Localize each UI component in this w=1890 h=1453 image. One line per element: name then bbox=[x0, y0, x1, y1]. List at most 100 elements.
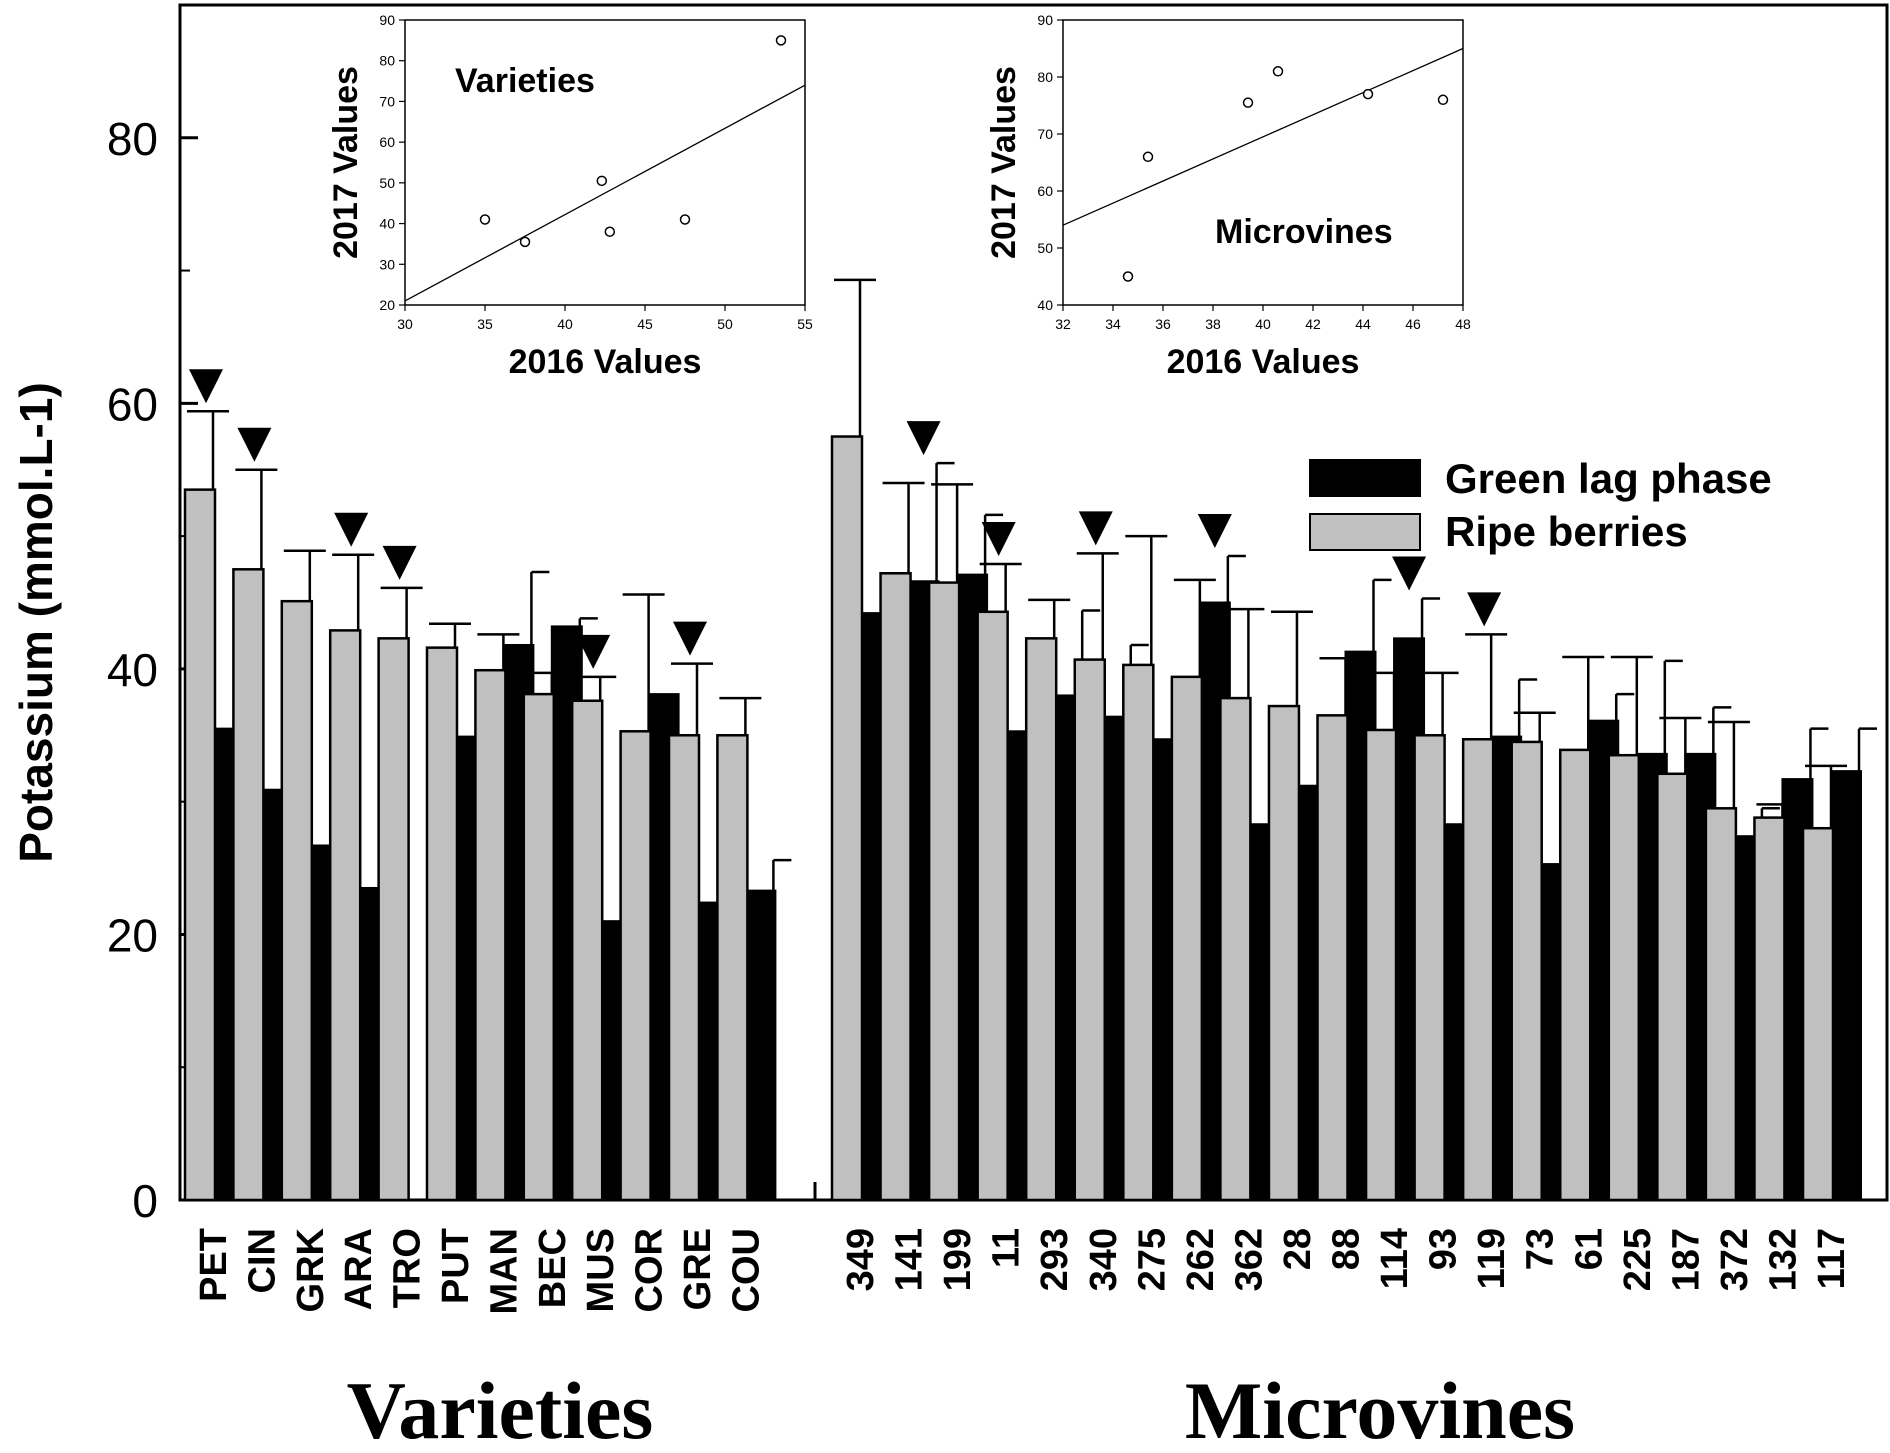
inset-x-tick-label: 55 bbox=[797, 316, 813, 332]
inset-x-tick-label: 45 bbox=[637, 316, 653, 332]
category-label: 187 bbox=[1665, 1228, 1707, 1291]
ripe-berries-bar bbox=[328, 629, 362, 1202]
inset-x-tick-label: 48 bbox=[1455, 316, 1471, 332]
inset-x-tick-label: 46 bbox=[1405, 316, 1421, 332]
inset-x-tick-label: 40 bbox=[1255, 316, 1271, 332]
ripe-berries-bar bbox=[280, 599, 314, 1202]
inset-x-tick-label: 35 bbox=[477, 316, 493, 332]
ripe-berries-bar bbox=[1267, 704, 1301, 1202]
significance-marker bbox=[673, 621, 707, 656]
category-label: GRE bbox=[677, 1228, 719, 1310]
category-label: 275 bbox=[1131, 1228, 1173, 1291]
y-tick-label: 0 bbox=[132, 1175, 158, 1227]
inset-data-point bbox=[1242, 97, 1254, 108]
category-label: 61 bbox=[1568, 1228, 1610, 1270]
significance-marker bbox=[189, 369, 223, 404]
ripe-berries-bar bbox=[183, 488, 217, 1202]
ripe-berries-bar bbox=[522, 692, 556, 1202]
legend-swatch-ripe bbox=[1309, 513, 1421, 551]
ripe-berries-bar bbox=[1559, 748, 1592, 1202]
category-label: 372 bbox=[1714, 1228, 1756, 1291]
ripe-berries-bar bbox=[879, 572, 912, 1202]
ripe-berries-bar bbox=[1073, 658, 1106, 1202]
ripe-berries-bar bbox=[1753, 816, 1786, 1202]
inset-data-point bbox=[1142, 151, 1154, 163]
significance-marker bbox=[1078, 511, 1113, 546]
category-label: 141 bbox=[889, 1228, 931, 1291]
y-tick-label: 20 bbox=[107, 909, 158, 961]
inset-fit-line bbox=[1062, 47, 1464, 226]
ripe-berries-bar bbox=[667, 734, 701, 1202]
category-label: BEC bbox=[532, 1228, 574, 1308]
category-label: 11 bbox=[986, 1228, 1028, 1268]
ripe-berries-bar bbox=[1607, 753, 1641, 1202]
inset-x-axis-label: 2016 Values bbox=[1167, 343, 1360, 381]
inset-x-tick-label: 44 bbox=[1355, 316, 1371, 332]
ripe-berries-bar bbox=[976, 610, 1009, 1202]
inset-y-tick-label: 70 bbox=[1037, 126, 1053, 142]
y-tick-label: 60 bbox=[107, 378, 158, 430]
inset-data-point bbox=[596, 175, 608, 187]
category-label: CIN bbox=[241, 1228, 283, 1293]
inset-data-point bbox=[519, 236, 531, 248]
green-lag-bar bbox=[744, 889, 777, 1202]
inset-frame bbox=[1062, 19, 1464, 306]
green-lag-bar bbox=[1830, 770, 1862, 1202]
inset-panel-label: Microvines bbox=[1215, 213, 1393, 251]
inset-x-tick-label: 32 bbox=[1055, 316, 1071, 332]
inset-data-point bbox=[1272, 66, 1284, 77]
ripe-berries-bar bbox=[1364, 728, 1398, 1202]
inset-y-tick-label: 90 bbox=[379, 12, 395, 28]
inset-data-point bbox=[679, 214, 691, 225]
significance-marker bbox=[906, 421, 941, 456]
category-label: COU bbox=[725, 1228, 767, 1312]
ripe-berries-bar bbox=[619, 730, 652, 1202]
legend-label-green-lag: Green lag phase bbox=[1445, 455, 1772, 502]
legend-label-ripe: Ripe berries bbox=[1445, 508, 1688, 555]
y-tick-label: 80 bbox=[107, 113, 158, 165]
category-label: 119 bbox=[1471, 1228, 1513, 1289]
inset-data-point bbox=[479, 214, 491, 225]
inset-data-point bbox=[1437, 94, 1449, 106]
category-label: MUS bbox=[580, 1228, 622, 1312]
inset-data-point bbox=[1362, 88, 1374, 100]
inset-panel-label: Varieties bbox=[455, 62, 595, 100]
inset-x-axis-label: 2016 Values bbox=[509, 343, 702, 381]
ripe-berries-bar bbox=[1122, 663, 1155, 1202]
significance-marker bbox=[1197, 514, 1232, 549]
inset-x-tick-label: 34 bbox=[1105, 316, 1121, 332]
ripe-berries-bar bbox=[1170, 675, 1204, 1202]
inset-y-tick-label: 60 bbox=[1037, 183, 1053, 199]
inset-y-axis-label: 2017 Values bbox=[327, 66, 365, 259]
ripe-berries-bar bbox=[1510, 740, 1543, 1202]
inset-y-tick-label: 40 bbox=[1037, 297, 1053, 313]
inset-x-tick-label: 30 bbox=[397, 316, 413, 332]
category-label: PUT bbox=[435, 1228, 477, 1304]
ripe-berries-bar bbox=[232, 568, 265, 1202]
ripe-berries-bar bbox=[1656, 772, 1689, 1202]
inset-y-tick-label: 90 bbox=[1037, 12, 1053, 28]
significance-marker bbox=[382, 545, 417, 580]
category-label: 340 bbox=[1083, 1228, 1125, 1291]
ripe-berries-bar bbox=[927, 581, 961, 1202]
category-label: GRK bbox=[290, 1227, 332, 1312]
inset-frame bbox=[404, 19, 806, 306]
y-axis-label: Potassium (mmol.L-1) bbox=[10, 382, 62, 863]
category-label: 117 bbox=[1811, 1228, 1853, 1289]
inset-y-tick-label: 80 bbox=[1037, 69, 1053, 85]
inset-y-tick-label: 60 bbox=[379, 134, 395, 150]
ripe-berries-bar bbox=[1413, 734, 1446, 1202]
category-label: 349 bbox=[840, 1228, 882, 1291]
group-title: Microvines bbox=[1185, 1365, 1575, 1448]
category-label: TRO bbox=[387, 1228, 429, 1308]
category-label: PET bbox=[193, 1228, 235, 1302]
inset-data-point bbox=[1122, 271, 1134, 282]
inset-x-tick-label: 38 bbox=[1205, 316, 1221, 332]
significance-marker bbox=[981, 521, 1016, 556]
inset-y-tick-label: 80 bbox=[379, 53, 395, 69]
significance-marker bbox=[237, 427, 272, 462]
inset-y-tick-label: 70 bbox=[379, 93, 395, 109]
ripe-berries-bar bbox=[1801, 826, 1835, 1202]
